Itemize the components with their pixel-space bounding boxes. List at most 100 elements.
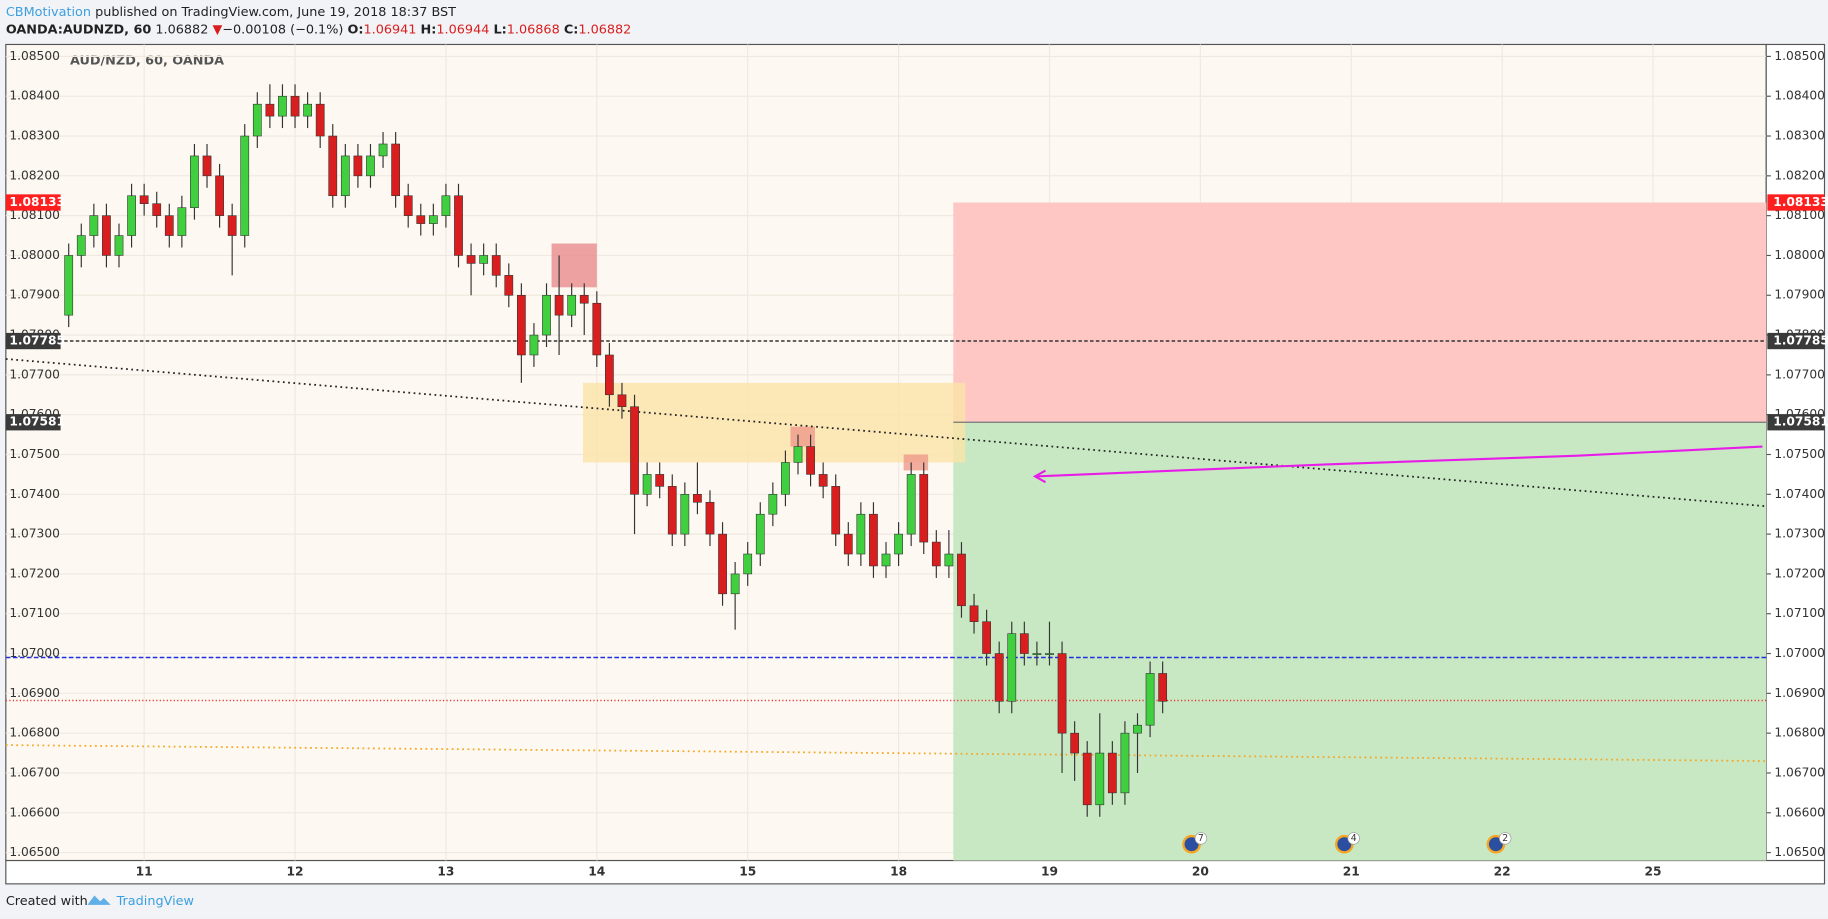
candle-body — [416, 215, 426, 224]
candle-body — [139, 195, 149, 204]
y-tick-label-left: 1.07900 — [9, 288, 60, 302]
candle-body — [931, 541, 941, 567]
brand[interactable]: TradingView — [116, 894, 194, 909]
candle-body — [1045, 653, 1054, 655]
event-badge — [1499, 832, 1512, 845]
x-tick-label: 12 — [287, 865, 304, 879]
price-tag-left — [5, 332, 61, 350]
y-tick-label: 1.07100 — [1774, 606, 1825, 620]
x-tick-label: 18 — [890, 865, 907, 879]
candle-body — [240, 135, 250, 236]
candle-body — [869, 513, 878, 567]
candle-body — [592, 302, 602, 356]
candle-body — [1082, 752, 1092, 806]
candle-body — [1032, 653, 1042, 655]
y-tick-label: 1.07300 — [1774, 527, 1825, 541]
candle-body — [391, 143, 401, 197]
candle-body — [1158, 673, 1168, 702]
x-tick-label: 19 — [1041, 865, 1058, 879]
y-tick-label: 1.07400 — [1774, 487, 1825, 501]
y-tick-label: 1.08500 — [1774, 49, 1825, 63]
candle-body — [542, 294, 551, 336]
candle-body — [693, 494, 702, 503]
y-tick-label-left: 1.07500 — [9, 447, 60, 461]
candle-body — [114, 235, 124, 256]
chart-title: AUD/NZD, 60, OANDA — [70, 53, 224, 68]
candle-body — [655, 474, 665, 487]
y-tick-label-left: 1.07300 — [9, 527, 60, 541]
c-label: C: — [564, 22, 579, 37]
candle-body — [1007, 633, 1017, 702]
zone-box — [551, 243, 597, 288]
candle-body — [366, 155, 375, 177]
candle-body — [127, 195, 136, 236]
candle-body — [781, 462, 790, 495]
price-axis — [1765, 43, 1826, 862]
y-tick-label: 1.08300 — [1774, 129, 1825, 143]
o-label: O: — [347, 22, 363, 37]
arrow-line — [1034, 445, 1763, 478]
candle-body — [1133, 724, 1142, 734]
y-tick-label: 1.07500 — [1774, 447, 1825, 461]
zone-box — [582, 382, 966, 463]
candle-body — [1057, 653, 1067, 734]
candle-body — [1095, 752, 1105, 806]
candle-body — [64, 255, 74, 316]
candle-body — [957, 553, 966, 607]
candle-body — [491, 255, 501, 276]
event-badge — [1347, 832, 1360, 845]
y-tick-label: 1.08200 — [1774, 168, 1825, 182]
y-tick-label: 1.07000 — [1774, 646, 1825, 660]
candle-body — [831, 486, 841, 535]
author[interactable]: CBMotivation — [6, 4, 91, 19]
event-count: 7 — [1198, 833, 1204, 844]
candle-body — [919, 474, 929, 543]
y-tick-label: 1.07900 — [1774, 288, 1825, 302]
y-tick-label-left: 1.06500 — [9, 845, 60, 859]
candle-body — [378, 143, 388, 157]
h-label: H: — [421, 22, 437, 37]
candle-body — [403, 195, 413, 216]
candle-body — [152, 203, 162, 216]
candle-body — [353, 155, 363, 177]
candle-body — [516, 294, 526, 356]
candle-body — [315, 103, 325, 137]
candle-body — [730, 573, 740, 595]
y-tick-label: 1.06800 — [1774, 726, 1825, 740]
candle-body — [177, 207, 187, 236]
time-axis — [5, 859, 1826, 885]
candle-body — [504, 275, 514, 296]
y-tick-label-left: 1.06800 — [9, 726, 60, 740]
candle-body — [428, 215, 438, 224]
candle-body — [944, 553, 954, 567]
candle-body — [617, 394, 627, 408]
candle-body — [1107, 752, 1117, 794]
candle-body — [252, 103, 262, 137]
price-tag-left-label: 1.08133 — [9, 195, 65, 209]
l-label: L: — [493, 22, 506, 37]
price-tag-label: 1.07581 — [1773, 415, 1828, 429]
zone-box — [790, 426, 815, 447]
y-tick-label-left: 1.07200 — [9, 566, 60, 580]
candle-body — [969, 605, 979, 622]
candle-body — [642, 474, 652, 495]
last: 1.06882 — [155, 22, 208, 37]
x-tick-label: 25 — [1645, 865, 1662, 879]
y-tick-label: 1.06600 — [1774, 805, 1825, 819]
x-tick-label: 13 — [437, 865, 454, 879]
candle-body — [630, 406, 639, 495]
x-tick-label: 20 — [1192, 865, 1209, 879]
candle-body — [554, 294, 564, 316]
candle-body — [340, 155, 350, 197]
y-tick-label-left: 1.06600 — [9, 805, 60, 819]
candle-body — [705, 501, 715, 535]
y-tick-label: 1.07200 — [1774, 566, 1825, 580]
y-tick-label: 1.06900 — [1774, 686, 1825, 700]
y-tick-label: 1.08400 — [1774, 89, 1825, 103]
candle-body — [793, 446, 803, 463]
quote-line: OANDA:AUDNZD, 60 1.06882 ▼−0.00108 (−0.1… — [6, 22, 632, 37]
y-tick-label-left: 1.08400 — [9, 89, 60, 103]
candle-body — [567, 294, 577, 316]
y-tick-label-left: 1.06700 — [9, 765, 60, 779]
trend-line — [5, 358, 1767, 508]
